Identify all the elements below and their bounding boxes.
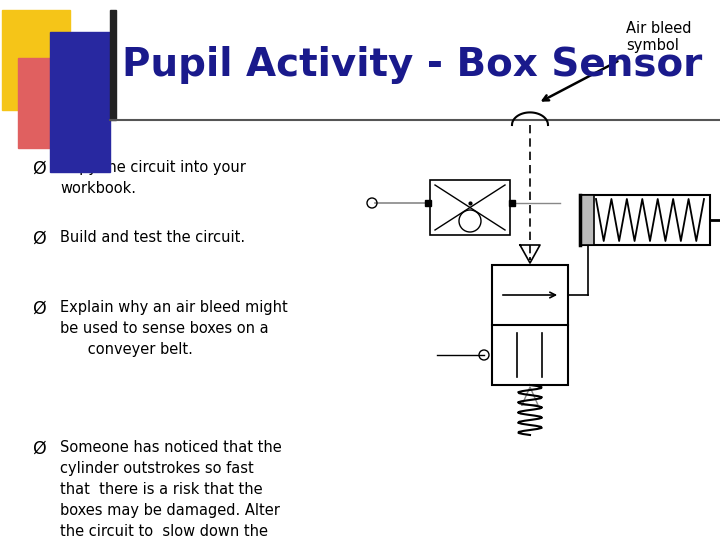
Text: Air bleed
symbol: Air bleed symbol xyxy=(626,21,691,53)
Bar xyxy=(18,58,84,148)
Bar xyxy=(580,195,594,245)
Text: Ø: Ø xyxy=(32,440,46,458)
Bar xyxy=(430,180,510,235)
Bar xyxy=(492,265,568,385)
Text: Ø: Ø xyxy=(32,300,46,318)
Text: Someone has noticed that the
cylinder outstrokes so fast
that  there is a risk t: Someone has noticed that the cylinder ou… xyxy=(60,440,282,540)
Text: Ø: Ø xyxy=(32,160,46,178)
Text: Pupil Activity - Box Sensor: Pupil Activity - Box Sensor xyxy=(122,46,702,84)
Text: Ø: Ø xyxy=(32,230,46,248)
Bar xyxy=(110,10,116,120)
Text: Explain why an air bleed might
be used to sense boxes on a
      conveyer belt.: Explain why an air bleed might be used t… xyxy=(60,300,288,357)
Text: Build and test the circuit.: Build and test the circuit. xyxy=(60,230,245,245)
Bar xyxy=(50,32,110,172)
Text: Copy the circuit into your
workbook.: Copy the circuit into your workbook. xyxy=(60,160,246,196)
Bar xyxy=(580,195,710,245)
Bar xyxy=(2,10,70,110)
